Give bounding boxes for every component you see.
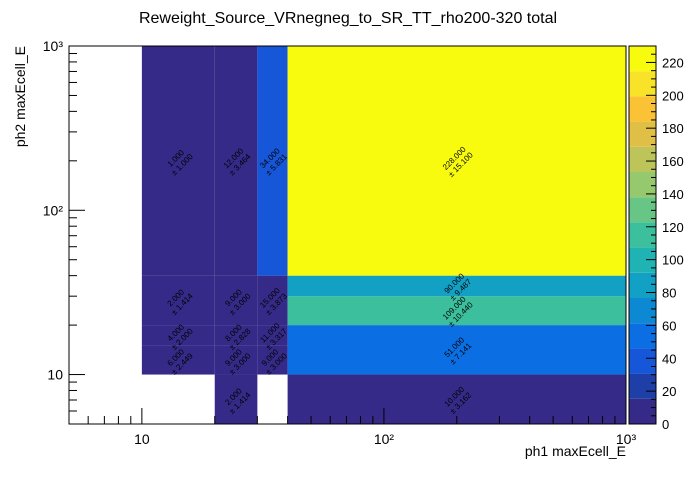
colorbar-segment <box>629 272 656 298</box>
colorbar-segment <box>629 398 656 424</box>
heatmap-cell <box>214 46 258 276</box>
colorbar-tick-label: 220 <box>662 55 684 70</box>
colorbar-tick-label: 40 <box>662 351 676 366</box>
x-tick-label: 10 <box>134 431 150 447</box>
y-tick-label: 10² <box>43 202 64 218</box>
heatmap-cell <box>257 275 288 326</box>
heatmap-cell <box>257 345 288 375</box>
heatmap-cell <box>214 275 258 326</box>
heatmap-cell <box>287 325 626 375</box>
chart-title: Reweight_Source_VRnegneg_to_SR_TT_rho200… <box>139 10 557 27</box>
colorbar-segment <box>629 323 656 349</box>
colorbar-tick-label: 160 <box>662 154 684 169</box>
heatmap-cell <box>141 325 215 346</box>
colorbar-tick-label: 200 <box>662 88 684 103</box>
y-tick-label: 10 <box>47 367 63 383</box>
colorbar-tick-label: 100 <box>662 253 684 268</box>
colorbar-tick-label: 20 <box>662 384 676 399</box>
heatmap-cell <box>214 374 258 424</box>
heatmap-cell <box>141 46 215 276</box>
colorbar-tick-label: 60 <box>662 318 676 333</box>
heatmap-cell <box>287 46 626 276</box>
colorbar-tick-label: 140 <box>662 187 684 202</box>
y-axis: 10 10² 10³ <box>43 38 85 425</box>
heatmap-cell <box>257 46 288 276</box>
x-tick-label: 10³ <box>616 431 637 447</box>
colorbar-tick-label: 0 <box>662 417 669 432</box>
heatmap-cell <box>214 325 258 346</box>
colorbar-segment <box>629 373 656 399</box>
colorbar-segment <box>629 146 656 172</box>
colorbar-segment <box>629 121 656 147</box>
colorbar-segment <box>629 172 656 198</box>
colorbar-segment <box>629 298 656 324</box>
heatmap-cell <box>214 345 258 375</box>
heatmap-cell <box>257 325 288 346</box>
y-tick-label: 10³ <box>43 38 64 54</box>
colorbar: 0 20 40 60 80 100 120 140 160 180 200 220 <box>628 45 684 432</box>
cell-label: 2.000± 1.414 <box>166 287 196 317</box>
y-axis-label: ph2 maxEcell_E <box>12 46 28 147</box>
colorbar-tick-label: 180 <box>662 121 684 136</box>
heatmap-cell <box>287 374 626 424</box>
colorbar-segment <box>629 71 656 97</box>
colorbar-segment <box>629 348 656 374</box>
heatmap-cell <box>287 296 626 326</box>
colorbar-segment <box>629 46 656 72</box>
colorbar-tick-label: 80 <box>662 286 676 301</box>
colorbar-segment <box>629 96 656 122</box>
heatmap-cell <box>141 275 215 326</box>
cells-layer <box>141 46 626 424</box>
colorbar-tick-label: 120 <box>662 220 684 235</box>
heatmap-cell <box>287 275 626 297</box>
x-axis-label: ph1 maxEcell_E <box>525 443 626 459</box>
plot-frame <box>68 45 627 425</box>
x-axis: 10 10² 10³ <box>68 408 637 447</box>
heatmap-cell <box>141 345 215 375</box>
x-tick-label: 10² <box>374 431 395 447</box>
